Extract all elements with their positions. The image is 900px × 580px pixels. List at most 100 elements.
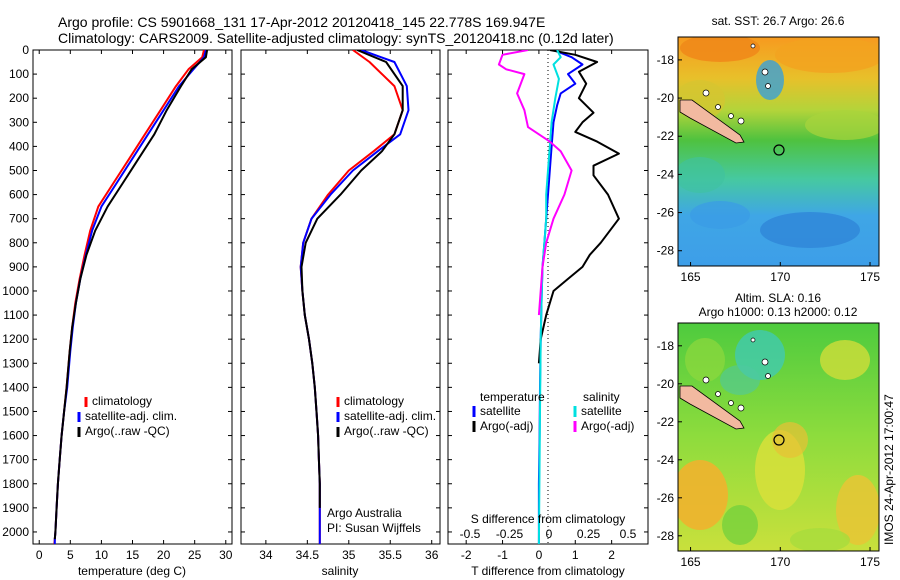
sst-map-title: sat. SST: 26.7 Argo: 26.6	[712, 14, 845, 28]
x-tick-label: 20	[157, 548, 171, 562]
lon-tick-label: 170	[770, 555, 790, 569]
lon-tick-label: 175	[860, 270, 880, 284]
salinity-panel: 34 34.5 35 35.5 36 salinity climatology sate…	[240, 49, 441, 578]
depth-tick-label: 200	[9, 91, 29, 105]
depth-tick-label: 500	[9, 163, 29, 177]
difference-lines	[497, 50, 620, 544]
s-diff-tick-label: -0.5	[460, 527, 481, 541]
depth-tick-label: 1900	[2, 501, 29, 515]
lat-tick-label: -28	[657, 529, 675, 543]
depth-tick-label: 700	[9, 212, 29, 226]
temperature-legend: climatology satellite-adj. clim. Argo(..…	[77, 394, 177, 438]
lat-tick-label: -20	[657, 91, 675, 105]
legend-climatology-label: climatology	[92, 394, 152, 408]
x-tick-label: 34	[259, 548, 273, 562]
temperature-plot-frame	[32, 49, 233, 545]
x-tick-label: 5	[67, 548, 74, 562]
sla-map-panel: Altim. SLA: 0.16 Argo h1000: 0.13 h2000:…	[657, 291, 881, 569]
depth-tick-label: 2000	[2, 525, 29, 539]
lon-tick-label: 165	[681, 555, 701, 569]
salinity-plot-frame	[240, 49, 441, 545]
legend-argo-label: Argo(..raw -QC)	[85, 424, 170, 438]
depth-tick-label: 1400	[2, 380, 29, 394]
depth-tick-label: 900	[9, 260, 29, 274]
temperature-panel: 0100200300400500600700800900100011001200…	[2, 43, 232, 578]
depth-axis: 0 100 200 300 400 500 600 700 800 900 1000 1100 1200…	[2, 43, 232, 539]
temperature-x-axis: 0 5 10 15 20 25 30	[36, 50, 233, 562]
depth-tick-label: 300	[9, 115, 29, 129]
difference-panel: -2 -1 0 1 2 -0.5 -0.25 0 0.25 0.5 T difference f…	[447, 49, 649, 578]
x-tick-label: 34.5	[296, 548, 320, 562]
legend-temp-satellite-label: satellite	[480, 404, 521, 418]
depth-tick-label: 1100	[3, 308, 29, 322]
depth-tick-label: 1700	[2, 453, 29, 467]
x-tick-label: 36	[425, 548, 439, 562]
lon-tick-label: 175	[860, 555, 880, 569]
lat-tick-label: -24	[657, 453, 675, 467]
series-line-argo-raw-qc-	[300, 50, 404, 508]
depth-tick-label: 800	[9, 236, 29, 250]
difference-y-ticks	[448, 49, 648, 533]
lat-tick-label: -22	[657, 129, 675, 143]
temperature-xlabel: temperature (deg C)	[78, 564, 186, 578]
x-tick-label: 0	[536, 548, 543, 562]
x-tick-label: 10	[95, 548, 109, 562]
s-diff-tick-label: -0.25	[496, 527, 524, 541]
x-tick-label: 2	[608, 548, 615, 562]
salinity-xlabel: salinity	[322, 564, 359, 578]
legend-argo-label: Argo(..raw -QC)	[344, 424, 429, 438]
series-line-salinity-satellite	[537, 50, 562, 544]
legend-temperature-title: temperature	[480, 390, 545, 404]
imos-stamp-text: IMOS 24-Apr-2012 17:00:47	[882, 394, 896, 545]
sst-map-frame	[677, 36, 880, 267]
depth-tick-label: 600	[9, 188, 29, 202]
legend-satellite-label: satellite-adj. clim.	[85, 409, 177, 423]
legend-salinity-title: salinity	[583, 390, 620, 404]
x-tick-label: 25	[188, 548, 202, 562]
figure-title-line1: Argo profile: CS 5901668_131 17-Apr-2012…	[58, 14, 546, 30]
sla-map-frame	[677, 322, 880, 552]
lat-tick-label: -22	[657, 415, 675, 429]
salinity-x-axis: 34 34.5 35 35.5 36	[259, 50, 439, 562]
sst-map-image	[678, 37, 879, 266]
series-line-argo-raw-qc-	[53, 50, 209, 540]
x-tick-label: 1	[572, 548, 579, 562]
lat-tick-label: -26	[657, 206, 675, 220]
legend-climatology-label: climatology	[344, 394, 404, 408]
series-line-temperature-argo-adj-	[537, 50, 620, 364]
sla-float-position-marker	[773, 434, 785, 446]
depth-tick-label: 1200	[2, 332, 29, 346]
depth-tick-label: 100	[9, 67, 29, 81]
legend-temp-argo-label: Argo(-adj)	[480, 419, 533, 433]
sst-map-axes: 165 170 175 -18 -20 -22 -24 -26 -28	[657, 53, 881, 284]
x-tick-label: -1	[497, 548, 508, 562]
depth-tick-label: 1000	[2, 284, 29, 298]
figure-title-line2: Climatology: CARS2009. Satellite-adjuste…	[58, 30, 614, 46]
x-tick-label: 35.5	[379, 548, 403, 562]
sla-map-axes: 165 170 175 -18 -20 -22 -24 -26 -28	[657, 339, 881, 569]
lon-tick-label: 170	[770, 270, 790, 284]
imos-stamp: IMOS 24-Apr-2012 17:00:47	[882, 394, 896, 545]
sla-map-title-line2: Argo h1000: 0.13 h2000: 0.12	[699, 305, 858, 319]
x-tick-label: 35	[342, 548, 356, 562]
s-difference-tick-row: -0.5 -0.25 0 0.25 0.5	[460, 527, 637, 541]
s-diff-tick-label: 0	[546, 527, 553, 541]
depth-tick-label: 400	[9, 139, 29, 153]
sla-map-title-line1: Altim. SLA: 0.16	[735, 291, 821, 305]
salinity-y-ticks	[241, 49, 440, 533]
s-diff-tick-label: 0.25	[577, 527, 601, 541]
difference-legend: temperature salinity satellite Argo(-adj…	[472, 390, 634, 433]
sla-map-image	[678, 323, 879, 551]
pi-note: PI: Susan Wijffels	[327, 521, 421, 535]
depth-tick-label: 1500	[2, 404, 29, 418]
depth-tick-label: 0	[22, 43, 29, 57]
legend-sal-satellite-label: satellite	[581, 404, 622, 418]
x-tick-label: 15	[126, 548, 140, 562]
sst-map-panel: sat. SST: 26.7 Argo: 26.6 165 170 175 -18 -2…	[657, 14, 881, 284]
lon-tick-label: 165	[681, 270, 701, 284]
lat-tick-label: -26	[657, 491, 675, 505]
x-tick-label: 30	[219, 548, 233, 562]
x-tick-label: 0	[36, 548, 43, 562]
difference-plot-frame	[447, 49, 649, 545]
